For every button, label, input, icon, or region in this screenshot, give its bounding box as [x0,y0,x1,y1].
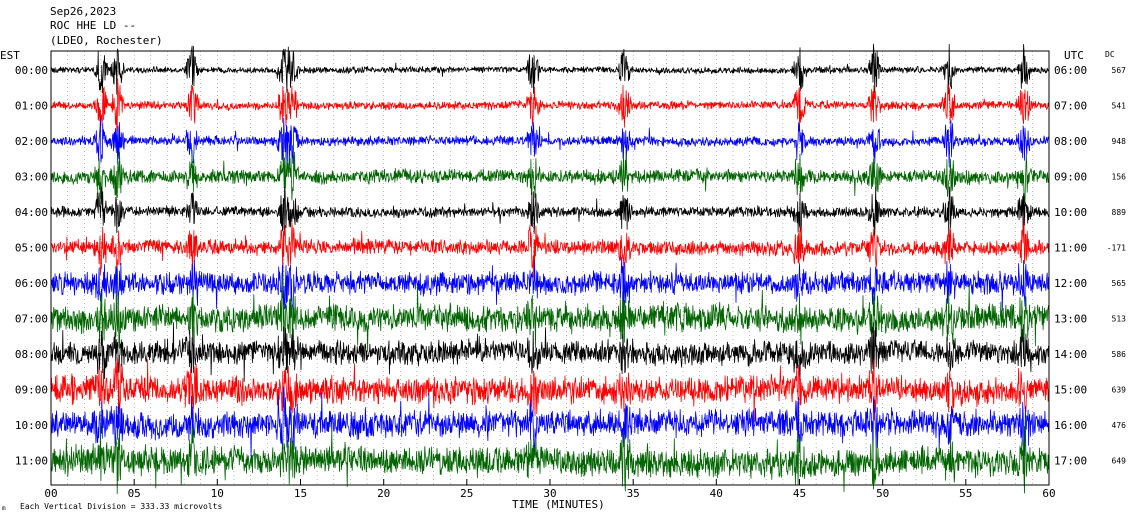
x-tick-label: 05 [128,487,141,500]
utc-time-label: 09:00 [1054,171,1087,184]
dc-offset-value: 156 [1112,173,1127,182]
est-time-label: 09:00 [15,384,48,397]
est-time-label: 04:00 [15,206,48,219]
dc-offset-value: 649 [1112,457,1127,466]
est-time-label: 07:00 [15,313,48,326]
x-tick-label: 20 [377,487,390,500]
grid-lines [50,51,1050,485]
x-tick-label: 30 [543,487,556,500]
x-tick-label: 50 [876,487,889,500]
trace-line [50,117,1050,168]
est-time-label: 02:00 [15,135,48,148]
header-date: Sep26,2023 [50,5,116,18]
dc-offset-value: 889 [1112,208,1127,217]
dc-offset-value: 513 [1112,315,1127,324]
est-axis-label: EST [0,49,20,62]
est-time-label: 01:00 [15,100,48,113]
utc-time-label: 14:00 [1054,348,1087,361]
x-tick-label: 35 [627,487,640,500]
dc-offset-value: 567 [1112,66,1127,75]
est-time-label: 06:00 [15,277,48,290]
utc-time-label: 10:00 [1054,206,1087,219]
dc-column-label: DC [1105,50,1115,59]
x-tick-label: 00 [44,487,57,500]
est-time-label: 08:00 [15,348,48,361]
trace-group [50,43,1050,495]
trace-line [50,272,1050,352]
utc-time-label: 08:00 [1054,135,1087,148]
est-time-label: 11:00 [15,455,48,468]
est-time-label: 10:00 [15,419,48,432]
utc-time-label: 13:00 [1054,313,1087,326]
trace-line [50,257,1050,313]
header-station: ROC HHE LD -- [50,19,136,32]
utc-time-label: 12:00 [1054,277,1087,290]
x-tick-label: 60 [1042,487,1055,500]
dc-offset-value: 476 [1112,421,1127,430]
dc-offset-value: -171 [1107,244,1126,253]
x-tick-label: 45 [793,487,806,500]
x-tick-label: 55 [959,487,972,500]
trace-line [50,418,1050,495]
dc-offset-value: 586 [1112,350,1127,359]
dc-offset-value: 948 [1112,137,1127,146]
utc-time-label: 11:00 [1054,242,1087,255]
utc-time-label: 06:00 [1054,64,1087,77]
plot-frame [50,50,1050,486]
corner-mark: m [2,505,6,512]
scale-note: Each Vertical Division = 333.33 microvol… [20,502,222,511]
trace-line [50,78,1050,132]
dc-offset-value: 565 [1112,279,1127,288]
utc-axis-label: UTC [1064,49,1084,62]
trace-line [50,357,1050,422]
trace-line [50,217,1050,279]
utc-time-label: 15:00 [1054,384,1087,397]
est-time-label: 03:00 [15,171,48,184]
dc-offset-value: 639 [1112,386,1127,395]
x-tick-label: 10 [211,487,224,500]
trace-line [50,386,1050,466]
x-tick-label: 25 [460,487,473,500]
dc-offset-value: 541 [1112,102,1127,111]
est-time-label: 00:00 [15,64,48,77]
x-tick-label: 40 [710,487,723,500]
utc-time-label: 16:00 [1054,419,1087,432]
axis-labels: 00 05 10 15 20 25 30 35 40 45 50 55 60 00:00 06:00 567 0… [15,64,1126,500]
utc-time-label: 07:00 [1054,100,1087,113]
header-location: (LDEO, Rochester) [50,34,163,47]
x-axis-title: TIME (MINUTES) [512,498,605,511]
utc-time-label: 17:00 [1054,455,1087,468]
trace-line [50,43,1050,95]
est-time-label: 05:00 [15,242,48,255]
x-tick-label: 15 [294,487,307,500]
trace-line [50,186,1050,238]
trace-line [50,322,1050,382]
trace-line [50,149,1050,205]
